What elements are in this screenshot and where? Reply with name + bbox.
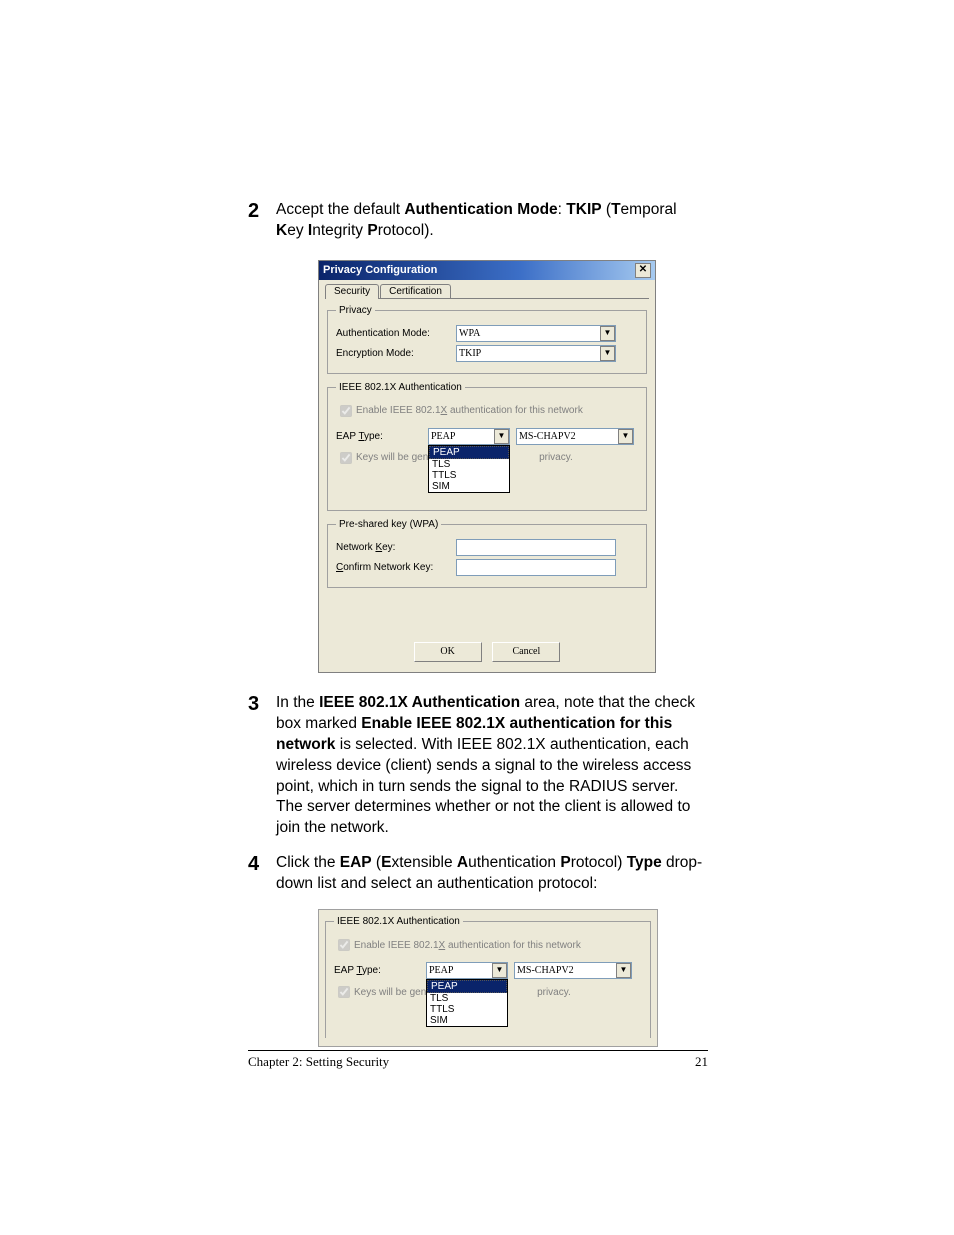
tab-security[interactable]: Security: [325, 284, 379, 299]
footer-chapter: Chapter 2: Setting Security: [248, 1054, 389, 1070]
eap-type-label-2: EAP Type:: [334, 965, 426, 976]
chevron-down-icon: ▼: [618, 429, 633, 444]
dropdown-option[interactable]: SIM: [429, 481, 509, 492]
ok-button[interactable]: OK: [414, 642, 482, 662]
confirm-key-input[interactable]: [456, 559, 616, 576]
psk-legend: Pre-shared key (WPA): [336, 519, 441, 530]
step-2: 2 Accept the default Authentication Mode…: [248, 200, 708, 242]
dropdown-option[interactable]: PEAP: [429, 446, 509, 459]
dropdown-option[interactable]: TTLS: [429, 470, 509, 481]
eap-type-dropdown-list-2[interactable]: PEAP TLS TTLS SIM: [426, 979, 508, 1027]
footer-rule: [248, 1050, 708, 1051]
chevron-down-icon: ▼: [600, 326, 615, 341]
auth-mode-combo[interactable]: WPA▼: [456, 325, 616, 342]
eap-type-combo-2[interactable]: PEAP▼: [426, 962, 508, 979]
step-number: 3: [248, 693, 276, 839]
privacy-group: Privacy Authentication Mode: WPA▼ Encryp…: [327, 305, 647, 374]
confirm-key-label: Confirm Network Key:: [336, 562, 456, 573]
eap-subtype-combo-2[interactable]: MS-CHAPV2▼: [514, 962, 632, 979]
step-4: 4 Click the EAP (Extensible Authenticati…: [248, 853, 708, 895]
tab-strip: Security Certification: [325, 284, 649, 299]
dropdown-option[interactable]: TLS: [429, 459, 509, 470]
enc-mode-label: Encryption Mode:: [336, 348, 456, 359]
dropdown-option[interactable]: SIM: [427, 1015, 507, 1026]
keys-generate-tail-2: privacy.: [537, 987, 571, 998]
eap-subtype-combo[interactable]: MS-CHAPV2▼: [516, 428, 634, 445]
step-number: 4: [248, 853, 276, 895]
dropdown-option[interactable]: TTLS: [427, 1004, 507, 1015]
network-key-label: Network Key:: [336, 542, 456, 553]
page-footer: Chapter 2: Setting Security 21: [248, 1054, 708, 1070]
footer-page-number: 21: [695, 1054, 708, 1070]
eap-type-label: EAP Type:: [336, 431, 428, 442]
step-text: Click the EAP (Extensible Authentication…: [276, 853, 708, 895]
keys-generate-checkbox[interactable]: [340, 452, 352, 464]
keys-generate-tail: privacy.: [539, 452, 573, 463]
chevron-down-icon: ▼: [492, 963, 507, 978]
ieee-group-2: IEEE 802.1X Authentication Enable IEEE 8…: [325, 916, 651, 1038]
ieee-section-crop: IEEE 802.1X Authentication Enable IEEE 8…: [318, 909, 658, 1047]
chevron-down-icon: ▼: [616, 963, 631, 978]
step-3: 3 In the IEEE 802.1X Authentication area…: [248, 693, 708, 839]
enable-8021x-checkbox[interactable]: [340, 405, 352, 417]
privacy-configuration-dialog: Privacy Configuration ✕ Security Certifi…: [318, 260, 656, 673]
step-text: Accept the default Authentication Mode: …: [276, 200, 708, 242]
dialog-title: Privacy Configuration: [323, 261, 437, 280]
step-text: In the IEEE 802.1X Authentication area, …: [276, 693, 708, 839]
enable-8021x-label-2: Enable IEEE 802.1X authentication for th…: [354, 940, 581, 951]
enable-8021x-checkbox-2[interactable]: [338, 939, 350, 951]
cancel-button[interactable]: Cancel: [492, 642, 560, 662]
eap-type-dropdown-list[interactable]: PEAP TLS TTLS SIM: [428, 445, 510, 493]
tab-certification[interactable]: Certification: [380, 284, 451, 298]
network-key-input[interactable]: [456, 539, 616, 556]
dropdown-option[interactable]: TLS: [427, 993, 507, 1004]
ieee-legend-2: IEEE 802.1X Authentication: [334, 916, 463, 927]
enc-mode-combo[interactable]: TKIP▼: [456, 345, 616, 362]
chevron-down-icon: ▼: [600, 346, 615, 361]
psk-group: Pre-shared key (WPA) Network Key: Confir…: [327, 519, 647, 588]
dialog-titlebar: Privacy Configuration ✕: [319, 261, 655, 280]
eap-type-combo[interactable]: PEAP▼: [428, 428, 510, 445]
dropdown-option[interactable]: PEAP: [427, 980, 507, 993]
ieee-legend: IEEE 802.1X Authentication: [336, 382, 465, 393]
privacy-legend: Privacy: [336, 305, 375, 316]
chevron-down-icon: ▼: [494, 429, 509, 444]
step-number: 2: [248, 200, 276, 242]
keys-generate-checkbox-2[interactable]: [338, 986, 350, 998]
ieee-group: IEEE 802.1X Authentication Enable IEEE 8…: [327, 382, 647, 511]
enable-8021x-label: Enable IEEE 802.1X authentication for th…: [356, 405, 583, 416]
auth-mode-label: Authentication Mode:: [336, 328, 456, 339]
close-icon[interactable]: ✕: [635, 263, 651, 278]
